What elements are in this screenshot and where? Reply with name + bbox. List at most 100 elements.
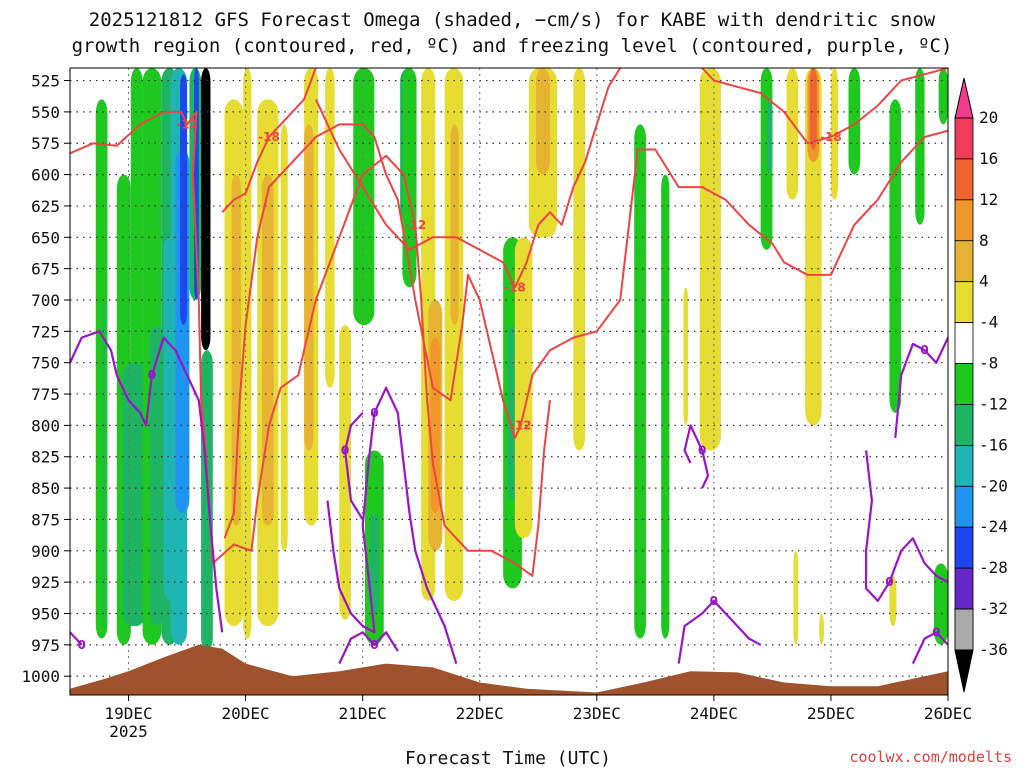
- omega-cell: [699, 68, 721, 451]
- x-tick-label: 23DEC: [573, 704, 621, 723]
- contour-label: 0: [710, 594, 718, 608]
- colorbar-swatch: [954, 281, 974, 324]
- colorbar-label: 4: [979, 272, 989, 291]
- contour-label: 0: [920, 343, 928, 357]
- colorbar-label: -16: [979, 435, 1008, 454]
- contour-label: 0: [148, 368, 156, 382]
- y-tick-label: 975: [31, 636, 60, 655]
- omega-cell: [201, 350, 213, 652]
- dgz-contour-line: [223, 123, 948, 539]
- contour-label: -12: [176, 117, 198, 131]
- y-tick-label: 800: [31, 416, 60, 435]
- y-tick-label: 675: [31, 260, 60, 279]
- y-tick-label: 950: [31, 604, 60, 623]
- omega-shading: [95, 68, 948, 652]
- colorbar-label: -4: [979, 313, 998, 332]
- y-tick-label: 525: [31, 72, 60, 91]
- omega-cell: [102, 299, 106, 627]
- omega-cell: [304, 124, 314, 451]
- contour-label: -18: [820, 130, 842, 144]
- omega-cell: [819, 613, 824, 645]
- colorbar-label: -20: [979, 476, 1008, 495]
- contour-label: 0: [78, 638, 86, 652]
- y-tick-label: 900: [31, 542, 60, 561]
- y-tick-label: 850: [31, 479, 60, 498]
- colorbar-swatch: [954, 444, 974, 487]
- colorbar-swatch: [954, 567, 974, 610]
- omega-cell: [149, 325, 164, 627]
- omega-cell: [535, 68, 550, 175]
- colorbar-label: -28: [979, 558, 1008, 577]
- freezing-contour-line: [344, 412, 364, 520]
- terrain-profile: [70, 644, 948, 695]
- colorbar-swatch: [954, 526, 974, 569]
- omega-cell: [634, 124, 646, 639]
- omega-cell: [809, 68, 817, 150]
- omega-cell: [933, 563, 948, 645]
- colorbar-swatch: [954, 199, 974, 242]
- omega-cell: [514, 237, 533, 539]
- y-tick-label: 600: [31, 166, 60, 185]
- omega-cell: [830, 68, 838, 200]
- chart-title-line-2: growth region (contoured, red, ºC) and f…: [72, 35, 953, 57]
- freezing-contour-line: [326, 386, 458, 664]
- grid-lines: [70, 68, 948, 695]
- colorbar-swatch: [954, 485, 974, 528]
- dgz-contour-line: [314, 68, 622, 289]
- y-tick-label: 825: [31, 448, 60, 467]
- omega-cell: [201, 68, 211, 351]
- y-tick-label: 775: [31, 385, 60, 404]
- colorbar-label: -36: [979, 640, 1008, 659]
- y-axis: 525 550 575 600 625 650 675 700 725 750 775 800 825 8…: [21, 72, 70, 686]
- terrain-fill: [70, 644, 948, 695]
- colorbar-swatch: [954, 363, 974, 405]
- contour-label: 0: [698, 443, 706, 457]
- omega-cell: [243, 68, 252, 639]
- omega-cell: [683, 287, 689, 426]
- freezing-contour-line: [677, 599, 762, 664]
- colorbar-label: -32: [979, 599, 1008, 618]
- colorbar-label: -12: [979, 394, 1008, 413]
- omega-cell: [915, 68, 925, 225]
- omega-cell: [848, 68, 861, 175]
- freezing-contour-line: [894, 337, 948, 439]
- colorbar-label: -8: [979, 354, 998, 373]
- freezing-contour-line: [338, 631, 399, 665]
- y-tick-label: 750: [31, 354, 60, 373]
- chart-title-line-1: 2025121812 GFS Forecast Omega (shaded, −…: [89, 9, 936, 31]
- colorbar-label: 16: [979, 149, 998, 168]
- x-tick-label: 21DEC: [339, 704, 387, 723]
- colorbar-label: -24: [979, 517, 1008, 536]
- credit-link[interactable]: coolwx.com/modelts: [849, 748, 1012, 766]
- omega-cell: [369, 513, 380, 614]
- x-tick-label: 22DEC: [456, 704, 504, 723]
- dgz-contour-line: [701, 68, 948, 145]
- colorbar-swatch: [954, 608, 974, 651]
- colorbar-swatch: [954, 117, 974, 160]
- y-tick-label: 575: [31, 134, 60, 153]
- omega-cell: [95, 99, 108, 639]
- omega-cell: [402, 68, 417, 288]
- freezing-contour-line: [911, 631, 948, 665]
- omega-cell: [180, 74, 188, 326]
- contour-label: 0: [341, 443, 349, 457]
- freezing-contour-line: [683, 424, 710, 489]
- y-tick-label: 925: [31, 573, 60, 592]
- omega-cell: [661, 174, 670, 639]
- y-tick-label: 650: [31, 228, 60, 247]
- freezing-contour-line: [865, 450, 948, 602]
- colorbar-label: 12: [979, 190, 998, 209]
- plot-frame: [69, 67, 949, 696]
- omega-cell: [339, 325, 351, 620]
- omega-cell: [325, 68, 335, 388]
- colorbar-swatch: [954, 240, 974, 283]
- colorbar-swatch: [954, 322, 974, 364]
- contour-label: 0: [370, 638, 378, 652]
- omega-cell: [280, 124, 288, 551]
- omega-cell: [889, 99, 902, 413]
- omega-cell: [261, 174, 274, 526]
- y-tick-label: 1000: [21, 667, 60, 686]
- omega-cell: [786, 68, 799, 200]
- y-tick-label: 725: [31, 322, 60, 341]
